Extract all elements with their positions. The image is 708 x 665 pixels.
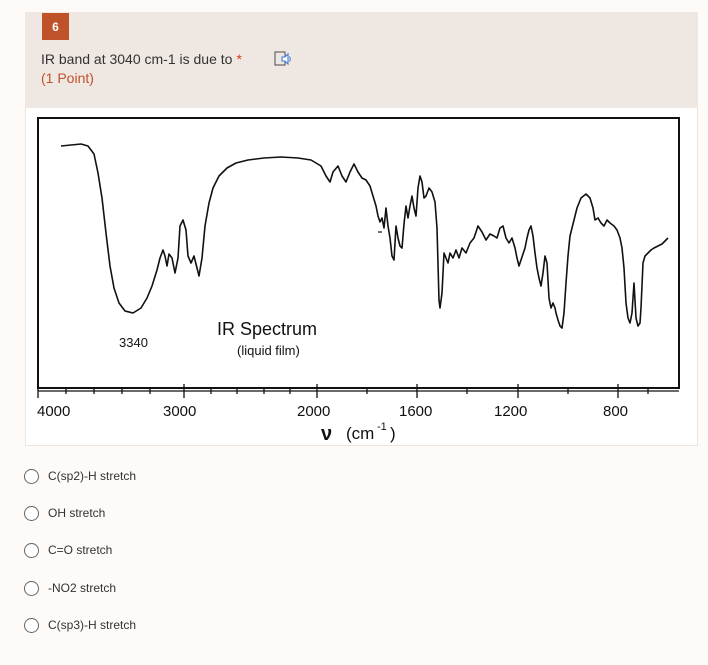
x-tick-2000: 2000	[297, 403, 330, 420]
radio-button[interactable]	[24, 580, 39, 596]
spectrum-title: IR Spectrum	[217, 319, 317, 339]
radio-button[interactable]	[24, 468, 39, 484]
x-axis-symbol: ν	[321, 423, 332, 445]
x-axis-unit-exponent: -1	[377, 421, 387, 433]
question-points: (1 Point)	[41, 70, 94, 86]
option-label: C(sp3)-H stretch	[48, 618, 137, 632]
option-csp3-h-stretch[interactable]: C(sp3)-H stretch	[24, 614, 136, 636]
spectrum-trace	[60, 143, 669, 329]
radio-button[interactable]	[24, 505, 39, 521]
required-mark: *	[236, 51, 242, 67]
option-co-stretch[interactable]: C=O stretch	[24, 539, 112, 561]
option-label: C(sp2)-H stretch	[48, 469, 137, 483]
question-text: IR band at 3040 cm-1 is due to *	[41, 51, 242, 67]
option-label: OH stretch	[48, 506, 106, 520]
x-tick-1600: 1600	[399, 403, 432, 420]
question-header: 6 IR band at 3040 cm-1 is due to * (1 Poi…	[25, 12, 698, 108]
x-tick-4000: 4000	[37, 403, 70, 420]
question-text-label: IR band at 3040 cm-1 is due to	[41, 51, 233, 67]
question-image: 4000 3000 2000 1600 1200 800 ν (cm -1 ) …	[25, 108, 698, 446]
x-axis-unit: (cm	[346, 424, 374, 443]
x-tick-800: 800	[603, 403, 628, 420]
immersive-reader-icon[interactable]	[274, 51, 292, 67]
question-number-badge: 6	[42, 13, 69, 40]
spectrum-subtitle: (liquid film)	[237, 343, 300, 358]
radio-button[interactable]	[24, 617, 39, 633]
option-oh-stretch[interactable]: OH stretch	[24, 502, 105, 524]
x-axis	[37, 384, 679, 398]
option-no2-stretch[interactable]: -NO2 stretch	[24, 577, 116, 599]
radio-button[interactable]	[24, 542, 39, 558]
peak-label: 3340	[119, 335, 148, 350]
ir-spectrum-image: 4000 3000 2000 1600 1200 800 ν (cm -1 ) …	[37, 117, 680, 445]
option-label: -NO2 stretch	[48, 581, 117, 595]
option-label: C=O stretch	[48, 543, 113, 557]
x-axis-unit-close: )	[390, 424, 396, 443]
x-tick-1200: 1200	[494, 403, 527, 420]
x-tick-3000: 3000	[163, 403, 196, 420]
option-csp2-h-stretch[interactable]: C(sp2)-H stretch	[24, 465, 136, 487]
